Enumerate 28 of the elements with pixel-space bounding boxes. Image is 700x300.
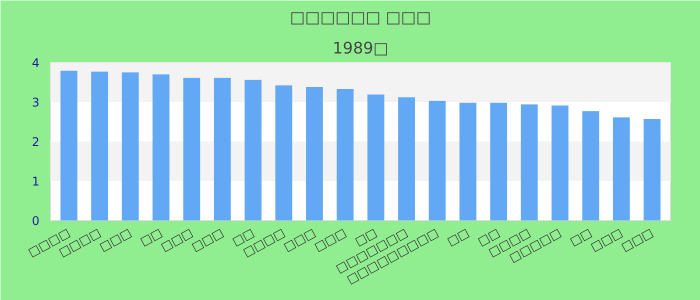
bar	[612, 117, 630, 220]
y-tick-label: 3	[32, 96, 40, 110]
bar	[367, 94, 384, 220]
bar	[60, 70, 78, 220]
bar	[552, 106, 568, 220]
bar	[428, 100, 446, 220]
y-tick-label: 1	[32, 174, 40, 188]
bar	[152, 74, 170, 220]
bar	[275, 85, 292, 220]
bar	[582, 111, 600, 220]
x-tick-label: □□	[444, 225, 472, 249]
bar	[644, 118, 661, 220]
bar	[183, 78, 200, 220]
y-tick-label: 4	[32, 56, 40, 70]
bar	[520, 104, 538, 220]
chart-subtitle: 1989□	[332, 38, 388, 58]
bar	[398, 97, 415, 220]
bar	[244, 80, 262, 220]
bar	[306, 86, 323, 220]
bar	[122, 72, 139, 220]
y-tick-label: 2	[32, 135, 40, 149]
bar	[490, 102, 508, 220]
bar	[91, 72, 108, 220]
bar	[336, 88, 354, 220]
y-tick-label: 0	[32, 214, 40, 228]
bar	[214, 78, 231, 220]
bar	[459, 102, 476, 220]
chart-title: □□□□□□ □□□	[290, 8, 432, 26]
